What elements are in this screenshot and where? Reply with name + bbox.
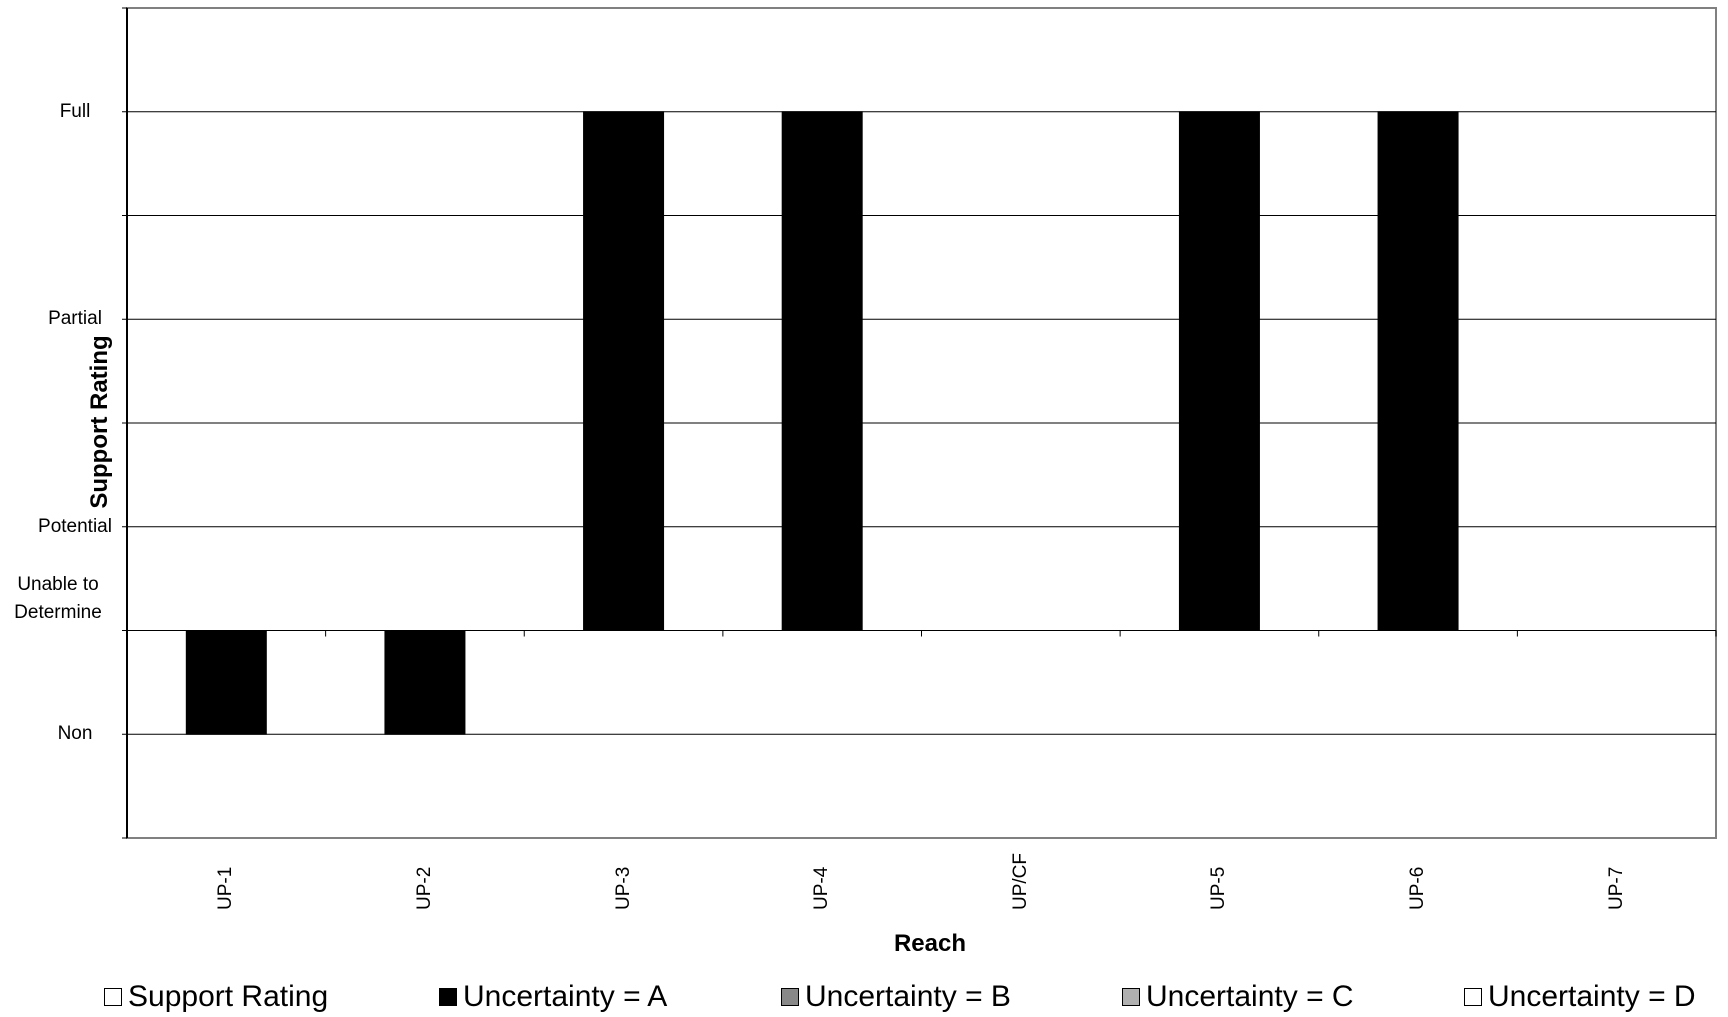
legend-swatch (781, 988, 799, 1006)
x-tick-label: UP-2 (413, 866, 435, 910)
legend-item: Uncertainty = D (1464, 980, 1696, 1014)
bar-up-2 (384, 630, 466, 735)
legend: Support Rating Uncertainty = A Uncertainty… (104, 980, 1724, 1016)
x-tick-label: UP/CF (1009, 853, 1031, 910)
bar-up-5 (1178, 111, 1260, 631)
legend-swatch (104, 988, 122, 1006)
legend-item: Uncertainty = B (781, 980, 1011, 1014)
y-tick-label: Non (57, 723, 93, 745)
x-tick-label: UP-6 (1407, 866, 1429, 910)
legend-label: Uncertainty = A (463, 980, 668, 1013)
bar-up-3 (583, 111, 665, 631)
legend-item: Support Rating (104, 980, 328, 1014)
legend-label: Uncertainty = B (805, 980, 1011, 1013)
x-axis-label: Reach (893, 930, 967, 957)
x-tick-label: UP-3 (612, 866, 634, 910)
legend-item: Uncertainty = C (1122, 980, 1354, 1014)
x-tick-label: UP-5 (1208, 866, 1230, 910)
y-tick-label: Full (59, 100, 91, 122)
legend-swatch (1122, 988, 1140, 1006)
y-tick-label: Potential (38, 515, 112, 537)
legend-label: Uncertainty = D (1488, 980, 1696, 1013)
legend-label: Uncertainty = C (1146, 980, 1354, 1013)
x-tick-label: UP-1 (215, 866, 237, 910)
legend-swatch (439, 988, 457, 1006)
y-tick-label: Partial (48, 308, 102, 330)
bar-up-4 (781, 111, 863, 631)
x-tick-label: UP-7 (1605, 866, 1627, 910)
y-tick-label: Unable to Determine (14, 573, 102, 623)
bar-up-1 (185, 630, 267, 735)
y-axis-label: Support Rating (86, 335, 113, 509)
legend-swatch (1464, 988, 1482, 1006)
bar-up-6 (1377, 111, 1459, 631)
x-tick-label: UP-4 (811, 866, 833, 910)
legend-item: Uncertainty = A (439, 980, 667, 1014)
legend-label: Support Rating (128, 980, 329, 1013)
